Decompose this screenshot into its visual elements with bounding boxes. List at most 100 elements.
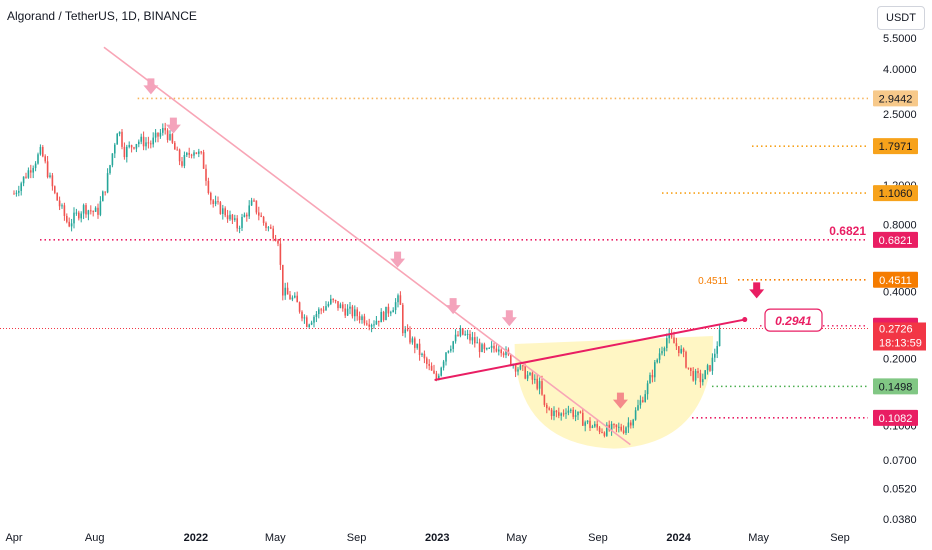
candle-body [195,152,198,154]
candle-body [92,211,94,213]
candle-body [87,210,90,215]
candle-body [332,298,334,301]
candle-body [337,301,339,309]
x-tick-label: 2022 [184,532,208,544]
candle-body [404,329,406,334]
candle-body [13,193,15,195]
candle-body [308,324,310,327]
candle-body [318,309,320,315]
candle-body [238,227,241,229]
candle-body [82,205,85,214]
candle-body [584,422,586,426]
candle-body [166,130,169,140]
candle-body [78,212,80,219]
candle-body [181,161,183,166]
candle-body [392,310,394,313]
candle-body [714,353,716,358]
candle-body [553,410,555,416]
candle-body [613,423,615,425]
candle-body [510,354,512,366]
candle-body [80,213,82,219]
target-label: 0.2941 [775,314,812,328]
candle-body [718,329,721,346]
level-badge-0.4511: 0.4511 [879,275,912,287]
candle-body [486,348,488,350]
candle-body [75,212,78,214]
candle-body [366,323,368,325]
candle-body [358,316,361,321]
candle-body [514,365,517,372]
level-badge-0.6821: 0.6821 [879,235,913,247]
candle-body [538,381,541,389]
current-price-badge-bg [873,322,926,351]
y-tick-label: 0.0520 [883,484,917,496]
x-tick-label: Sep [830,532,850,544]
candle-body [349,306,351,309]
y-tick-label: 4.0000 [883,64,917,76]
candle-body [498,349,500,352]
candle-body [207,180,210,194]
level-badge-0.1082-bg [873,409,918,426]
candle-body [106,173,109,193]
candle-body [202,152,205,169]
candle-body [663,348,666,352]
x-tick-label: Sep [347,532,367,544]
level-badge-0.1082: 0.1082 [879,413,913,425]
candle-body [66,215,68,222]
candle-body [198,151,200,154]
x-tick-label: Aug [85,532,105,544]
candle-body [438,375,440,379]
currency-selector[interactable]: USDT [877,6,925,30]
x-tick-label: Apr [5,532,22,544]
candle-body [469,333,471,341]
candle-body [234,218,236,220]
candle-body [183,155,186,166]
down-arrow-marker [390,251,406,268]
candle-body [423,353,426,359]
level-annotation-0.6821: 0.6821 [829,224,866,238]
candle-body [402,304,404,334]
candle-body [529,372,531,375]
candle-body [637,405,639,411]
candle-body [104,191,106,193]
down-arrow-marker [612,392,628,409]
trendline-neckline [434,318,745,381]
candle-body [145,142,147,147]
candle-body [550,409,553,416]
candle-body [169,134,171,140]
candle-body [188,152,190,155]
candle-body [541,381,543,395]
candle-body [385,306,387,321]
candle-body [126,146,128,158]
candle-body [63,205,66,216]
candle-body [471,337,474,341]
candle-body [248,205,250,217]
candle-body [37,154,39,164]
candle-body [680,348,682,354]
candle-body [654,362,656,378]
y-tick-label: 0.2000 [883,353,917,365]
candle-body [709,365,711,371]
candle-body [586,420,589,423]
candle-body [675,343,678,347]
candle-body [284,287,286,296]
candle-body [577,411,579,416]
candle-body [426,358,428,365]
candle-body [598,427,601,432]
candle-body [339,304,342,309]
candle-body [694,371,697,381]
candle-body [495,348,498,352]
down-arrow-marker [445,298,461,315]
x-tick-label: May [265,532,286,544]
x-tick-label: 2023 [425,532,449,544]
level-badge-1.7971-bg [873,138,918,155]
candle-body [68,221,70,227]
candle-body [716,345,718,354]
neckline-endpoint [742,317,748,323]
candle-body [286,287,289,295]
candle-body [334,300,337,302]
candle-body [644,394,646,402]
candle-body [656,359,658,363]
candle-body [303,317,306,319]
